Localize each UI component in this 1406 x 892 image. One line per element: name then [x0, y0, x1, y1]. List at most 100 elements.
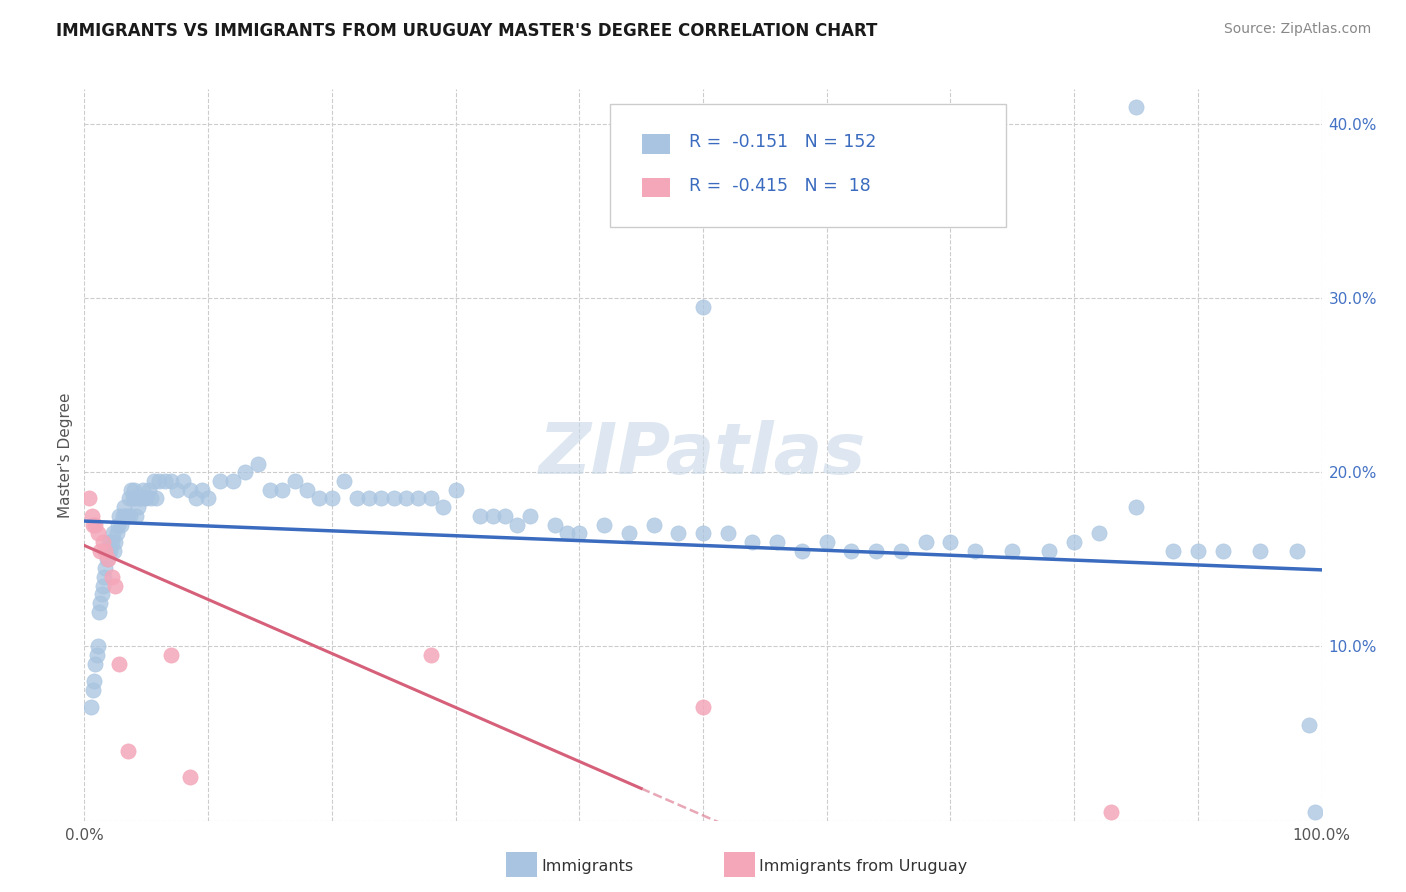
Point [321, 491, 343, 506]
Point [790, 543, 813, 558]
Point [593, 517, 616, 532]
FancyBboxPatch shape [643, 135, 669, 153]
Point [100, 535, 122, 549]
Point [80, 508, 103, 523]
Point [815, 535, 838, 549]
Point [142, 474, 165, 488]
Point [179, 770, 201, 784]
Point [1212, 543, 1234, 558]
Point [432, 500, 454, 515]
Point [79, 700, 101, 714]
Point [179, 483, 201, 497]
Point [117, 508, 139, 523]
Point [1161, 543, 1184, 558]
Point [166, 483, 188, 497]
Point [128, 491, 150, 506]
Point [117, 744, 139, 758]
Point [87, 526, 110, 541]
Point [191, 483, 214, 497]
Point [101, 526, 124, 541]
Point [444, 483, 467, 497]
Point [692, 700, 714, 714]
Point [617, 526, 640, 541]
Point [104, 535, 127, 549]
Point [127, 500, 149, 515]
Point [118, 491, 141, 506]
Point [419, 648, 441, 663]
Point [766, 535, 789, 549]
Point [271, 483, 294, 497]
Point [145, 491, 167, 506]
Point [197, 491, 219, 506]
Point [84, 517, 107, 532]
Point [666, 526, 689, 541]
Point [1285, 543, 1308, 558]
Point [481, 508, 503, 523]
Point [89, 596, 111, 610]
Point [543, 517, 565, 532]
Point [89, 605, 111, 619]
Point [83, 674, 105, 689]
Point [346, 491, 368, 506]
Point [94, 543, 117, 558]
Point [108, 657, 131, 671]
Point [259, 483, 281, 497]
Point [98, 535, 121, 549]
Point [295, 483, 318, 497]
Point [1063, 535, 1085, 549]
Point [172, 474, 194, 488]
Point [717, 526, 740, 541]
Point [357, 491, 380, 506]
Point [643, 517, 665, 532]
Point [246, 457, 269, 471]
Point [370, 491, 392, 506]
Point [135, 491, 157, 506]
Point [519, 508, 541, 523]
Point [107, 517, 129, 532]
Point [131, 483, 153, 497]
Point [111, 508, 134, 523]
Text: Source: ZipAtlas.com: Source: ZipAtlas.com [1223, 22, 1371, 37]
Point [209, 474, 232, 488]
Point [692, 300, 714, 314]
Point [965, 543, 987, 558]
Point [1088, 526, 1111, 541]
FancyBboxPatch shape [610, 103, 1007, 227]
Point [105, 526, 128, 541]
Point [1038, 543, 1060, 558]
Point [82, 683, 104, 698]
Text: Immigrants from Uruguay: Immigrants from Uruguay [759, 859, 967, 873]
Point [914, 535, 936, 549]
Point [233, 466, 256, 480]
Point [1125, 100, 1147, 114]
Point [160, 474, 183, 488]
Point [506, 517, 529, 532]
Point [97, 552, 120, 566]
Point [494, 508, 516, 523]
Text: R =  -0.415   N =  18: R = -0.415 N = 18 [689, 177, 872, 194]
Point [284, 474, 307, 488]
Y-axis label: Master's Degree: Master's Degree [58, 392, 73, 517]
Text: ZIPatlas: ZIPatlas [540, 420, 866, 490]
Point [408, 491, 430, 506]
Point [89, 543, 111, 558]
Point [125, 508, 148, 523]
Point [97, 543, 120, 558]
Point [122, 483, 145, 497]
Point [741, 535, 763, 549]
Point [138, 483, 160, 497]
Point [939, 535, 962, 549]
Point [555, 526, 578, 541]
Point [82, 517, 104, 532]
Point [1249, 543, 1271, 558]
Point [114, 508, 136, 523]
Point [865, 543, 887, 558]
Point [160, 648, 183, 663]
Point [104, 578, 127, 592]
Point [100, 570, 122, 584]
Point [124, 491, 146, 506]
Point [98, 543, 121, 558]
Point [148, 474, 170, 488]
Point [108, 508, 131, 523]
Text: IMMIGRANTS VS IMMIGRANTS FROM URUGUAY MASTER'S DEGREE CORRELATION CHART: IMMIGRANTS VS IMMIGRANTS FROM URUGUAY MA… [56, 22, 877, 40]
